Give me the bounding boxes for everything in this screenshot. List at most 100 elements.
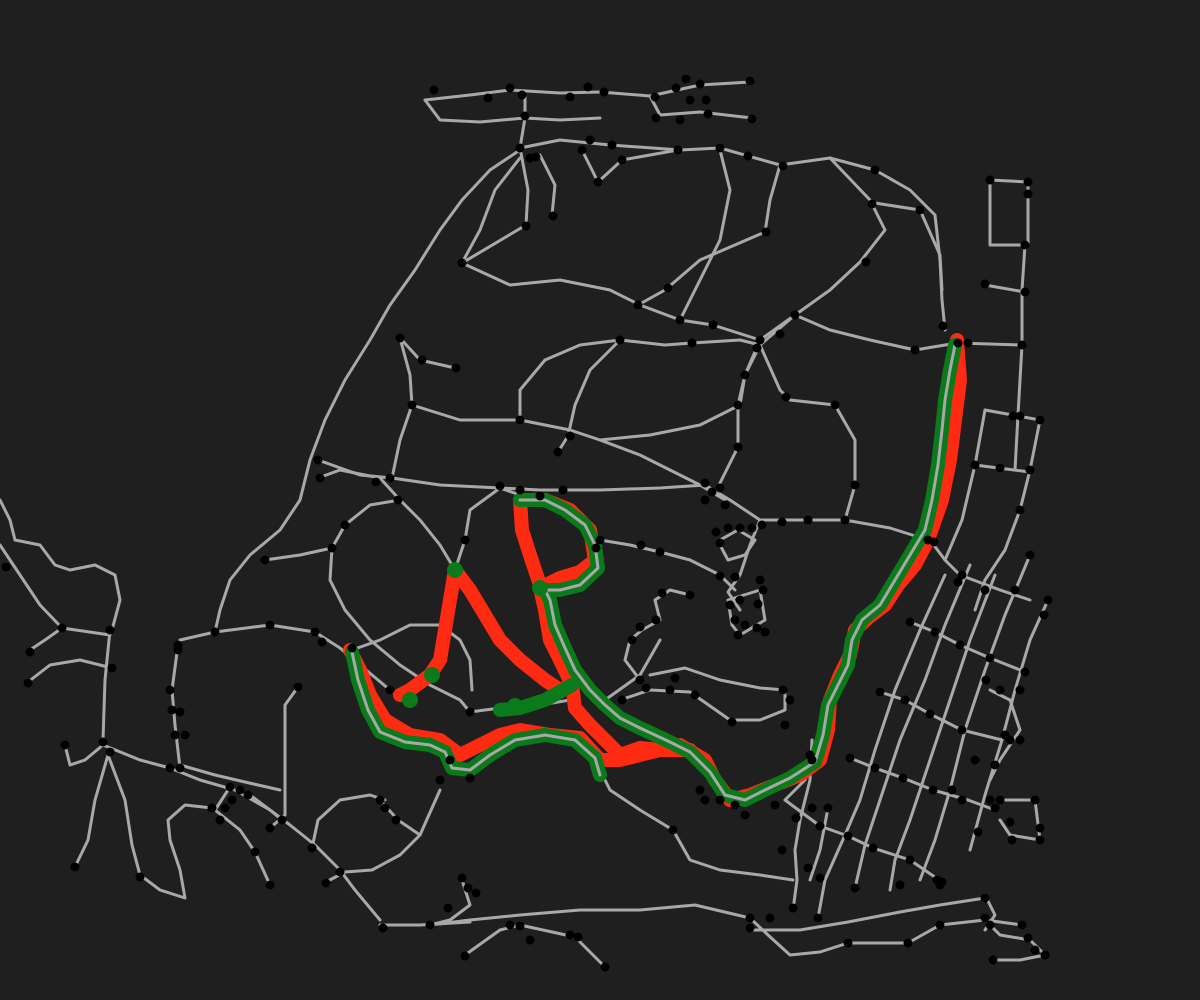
intersection-node: [715, 538, 725, 548]
intersection-node: [930, 627, 940, 637]
intersection-node: [651, 615, 661, 625]
intersection-node: [651, 113, 661, 123]
intersection-node: [463, 883, 473, 893]
intersection-node: [617, 155, 627, 165]
route-b-waypoint: [402, 692, 418, 708]
road: [603, 638, 662, 702]
intersection-node: [170, 730, 180, 740]
intersection-node: [655, 547, 665, 557]
road: [178, 763, 282, 792]
intersection-node: [435, 775, 445, 785]
intersection-node: [778, 161, 788, 171]
road: [648, 666, 787, 692]
route-b-centerline: [518, 343, 957, 802]
intersection-node: [990, 803, 1000, 813]
intersection-node: [1030, 795, 1040, 805]
intersection-node: [815, 821, 825, 831]
intersection-node: [1025, 465, 1035, 475]
intersection-node: [695, 785, 705, 795]
intersection-node: [671, 83, 681, 93]
intersection-node: [868, 843, 878, 853]
intersection-node: [730, 800, 740, 810]
intersection-node: [471, 888, 481, 898]
intersection-node: [963, 338, 973, 348]
intersection-node: [775, 329, 785, 339]
intersection-node: [781, 392, 791, 402]
intersection-node: [840, 515, 850, 525]
road: [783, 798, 944, 884]
intersection-node: [935, 880, 945, 890]
intersection-node: [1025, 550, 1035, 560]
intersection-node: [743, 151, 753, 161]
intersection-node: [313, 455, 323, 465]
road: [703, 483, 930, 542]
intersection-node: [165, 685, 175, 695]
intersection-node: [1023, 933, 1033, 943]
intersection-node: [293, 682, 303, 692]
intersection-node: [465, 707, 475, 717]
intersection-node: [227, 795, 237, 805]
intersection-node: [327, 543, 337, 553]
intersection-node: [900, 695, 910, 705]
intersection-node: [1015, 505, 1025, 515]
intersection-node: [905, 617, 915, 627]
intersection-node: [1, 562, 11, 572]
intersection-node: [973, 827, 983, 837]
road: [816, 573, 947, 920]
intersection-node: [861, 257, 871, 267]
intersection-node: [347, 643, 357, 653]
intersection-node: [451, 363, 461, 373]
intersection-node: [730, 572, 740, 582]
road: [0, 543, 112, 637]
intersection-node: [515, 921, 525, 931]
intersection-node: [700, 795, 710, 805]
intersection-node: [670, 673, 680, 683]
road: [310, 793, 387, 850]
road: [556, 338, 622, 454]
intersection-node: [735, 595, 745, 605]
intersection-node: [981, 675, 991, 685]
intersection-node: [681, 74, 691, 84]
intersection-node: [636, 540, 646, 550]
intersection-node: [515, 485, 525, 495]
intersection-node: [755, 335, 765, 345]
intersection-node: [929, 537, 939, 547]
intersection-node: [335, 867, 345, 877]
intersection-node: [778, 685, 788, 695]
intersection-node: [740, 620, 750, 630]
intersection-node: [165, 763, 175, 773]
intersection-node: [985, 175, 995, 185]
intersection-node: [957, 795, 967, 805]
intersection-node: [599, 87, 609, 97]
intersection-node: [515, 415, 525, 425]
intersection-node: [715, 571, 725, 581]
intersection-node: [747, 523, 757, 533]
road: [888, 573, 997, 892]
intersection-node: [250, 847, 260, 857]
intersection-node: [898, 773, 908, 783]
road: [460, 261, 762, 342]
intersection-node: [1043, 595, 1053, 605]
intersection-nodes: [1, 74, 1053, 972]
road: [248, 793, 284, 822]
intersection-node: [457, 258, 467, 268]
intersection-node: [1005, 817, 1015, 827]
intersection-node: [417, 355, 427, 365]
intersection-node: [995, 685, 1005, 695]
intersection-node: [755, 575, 765, 585]
intersection-node: [690, 690, 700, 700]
intersection-node: [1015, 685, 1025, 695]
intersection-node: [565, 930, 575, 940]
intersection-node: [935, 920, 945, 930]
intersection-node: [687, 338, 697, 348]
intersection-node: [758, 585, 768, 595]
intersection-node: [990, 760, 1000, 770]
intersection-node: [585, 135, 595, 145]
intersection-node: [663, 283, 673, 293]
intersection-node: [970, 460, 980, 470]
intersection-node: [685, 590, 695, 600]
intersection-node: [928, 785, 938, 795]
intersection-node: [807, 755, 817, 765]
road: [410, 403, 727, 502]
intersection-node: [745, 913, 755, 923]
